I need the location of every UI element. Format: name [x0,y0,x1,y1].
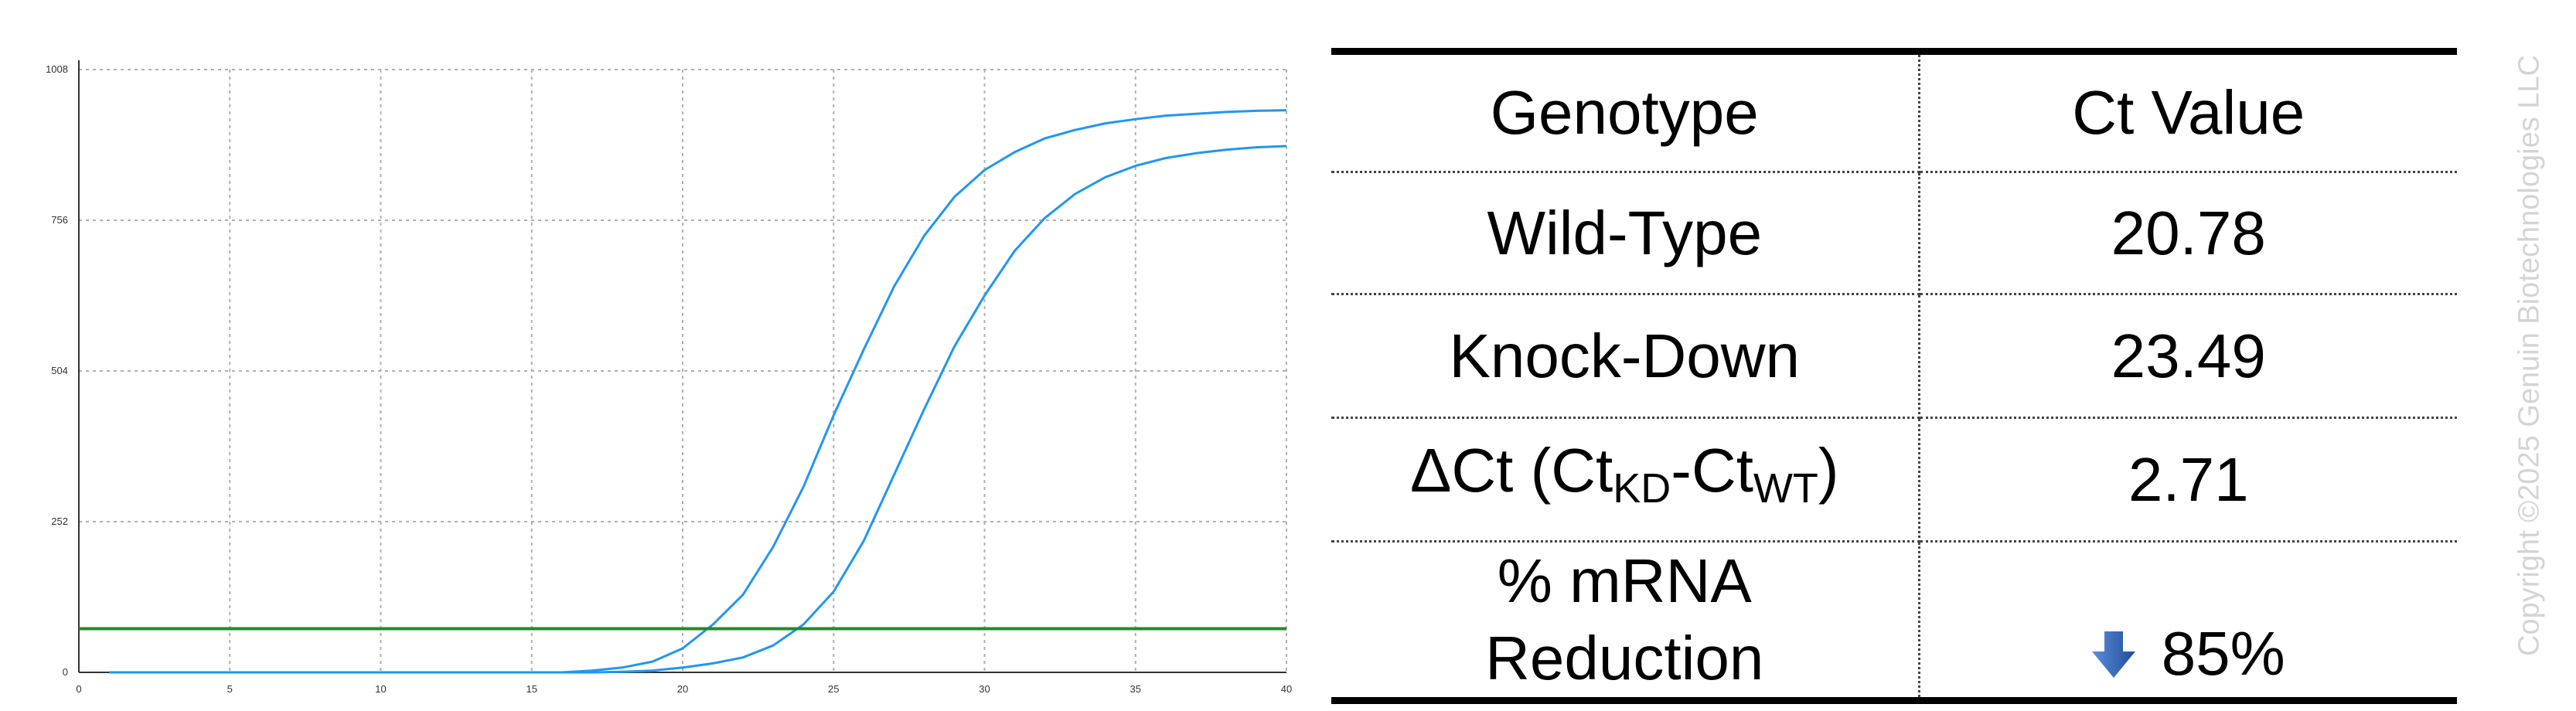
reduction-value-cell: 85% [1919,541,2457,704]
x-tick-label: 0 [76,683,81,695]
ct-value-table: Genotype Ct Value Wild-Type 20.78 Knock-… [1331,48,2457,704]
header-ct-value: Ct Value [1919,48,2457,173]
header-genotype: Genotype [1331,48,1920,173]
y-tick-label: 504 [51,365,68,376]
amplification-curves [109,109,1287,674]
chart-grid [79,69,1287,672]
x-tick-labels: 0 5 10 15 20 25 30 35 40 [76,683,1292,695]
amplification-chart: 0 252 504 756 1008 0 5 10 15 20 25 30 35 40 [46,60,1292,695]
amplification-curve-1 [109,109,1287,674]
delta-ct-sub-wt: WT [1753,465,1818,512]
chart-axes [78,60,1286,673]
table-row-reduction: % mRNA Reduction 85% [1331,541,2457,704]
x-tick-label: 40 [1281,683,1292,695]
x-tick-label: 25 [828,683,839,695]
y-tick-label: 756 [51,214,68,226]
arrow-down-icon [2091,631,2135,678]
reduction-value: 85% [2161,619,2285,688]
reduction-label: % mRNA Reduction [1331,541,1920,704]
table-header-row: Genotype Ct Value [1331,48,2457,173]
y-tick-label: 1008 [46,63,68,75]
copyright-text: Copyright ©2025 Genuin Biotechnologies L… [2513,55,2546,656]
delta-ct-suffix: ) [1818,436,1839,505]
reduction-label-line1: % mRNA [1497,546,1752,615]
y-tick-label: 0 [63,666,68,678]
table-row-knock-down: Knock-Down 23.49 [1331,294,2457,419]
delta-ct-value: 2.71 [1919,417,2457,543]
knock-down-label: Knock-Down [1331,294,1920,419]
reduction-label-line2: Reduction [1485,624,1764,692]
table-row-wild-type: Wild-Type 20.78 [1331,172,2457,295]
x-tick-label: 30 [979,683,990,695]
wild-type-label: Wild-Type [1331,172,1920,295]
table-row-delta-ct: ΔCt (CtKD-CtWT) 2.71 [1331,417,2457,543]
amplification-curve-2 [109,145,1287,674]
wild-type-value: 20.78 [1919,172,2457,295]
knock-down-value: 23.49 [1919,294,2457,419]
x-tick-label: 5 [227,683,233,695]
y-tick-label: 252 [51,515,68,527]
x-tick-label: 15 [526,683,537,695]
delta-ct-mid: -Ct [1671,436,1753,505]
x-tick-label: 10 [375,683,386,695]
copyright-notice: Copyright ©2025 Genuin Biotechnologies L… [2499,0,2561,711]
x-tick-label: 35 [1130,683,1141,695]
delta-ct-label: ΔCt (CtKD-CtWT) [1331,417,1920,543]
x-tick-label: 20 [677,683,688,695]
y-tick-labels: 0 252 504 756 1008 [46,63,68,678]
delta-ct-prefix: ΔCt (Ct [1409,436,1613,505]
delta-ct-sub-kd: KD [1613,465,1671,512]
